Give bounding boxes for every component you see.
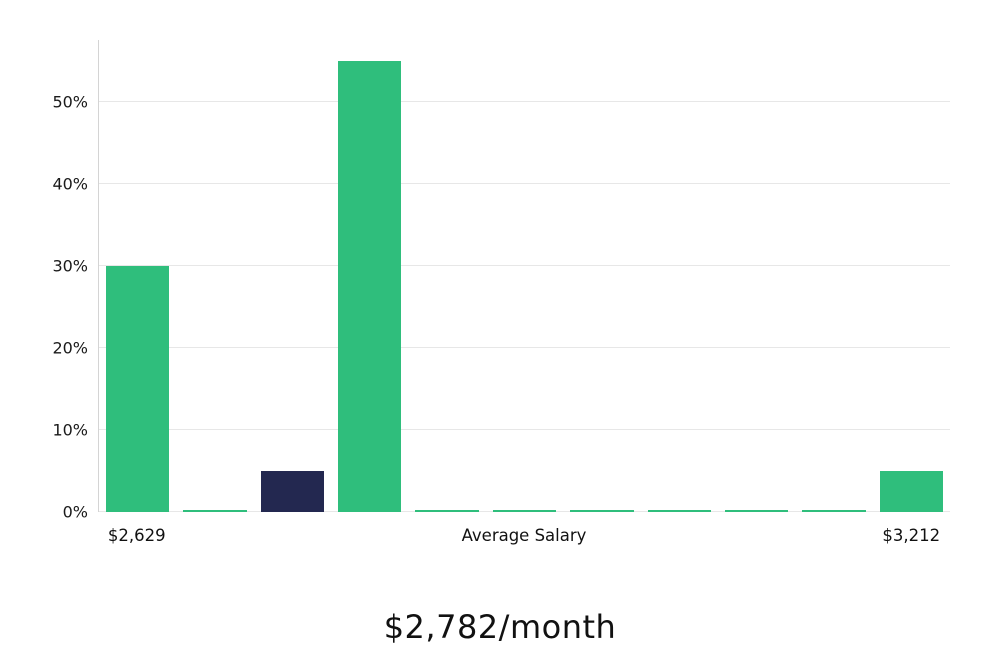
x-axis: $2,629 Average Salary $3,212: [98, 512, 950, 558]
bar: [724, 510, 789, 512]
bar: [492, 510, 557, 512]
salary-distribution-chart: 0% 10% 20% 30% 40% 50% $2,629 Average Salary …: [10, 40, 950, 558]
y-axis-tick-label: 0%: [62, 502, 88, 522]
bar: [338, 60, 402, 512]
x-axis-label-max: $3,212: [882, 526, 941, 545]
y-axis-tick-label: 50%: [52, 92, 88, 112]
bar: [879, 470, 944, 512]
bar: [647, 510, 711, 512]
bar: [183, 510, 247, 512]
bar: [105, 265, 170, 512]
y-axis-tick-label: 40%: [52, 174, 88, 194]
y-axis: 0% 10% 20% 30% 40% 50%: [10, 40, 98, 521]
gridline: [99, 182, 950, 184]
bar: [415, 510, 479, 512]
average-salary-text: $2,782/month: [383, 608, 617, 646]
y-axis-tick-label: 30%: [52, 256, 88, 276]
bar: [570, 510, 634, 512]
gridline: [99, 346, 950, 348]
y-axis-tick-label: 20%: [52, 338, 88, 358]
y-axis-tick-label: 10%: [52, 420, 88, 440]
bar: [802, 510, 866, 512]
gridline: [99, 100, 950, 102]
x-axis-label-title: Average Salary: [461, 526, 587, 545]
x-axis-label-min: $2,629: [107, 526, 166, 545]
gridline: [99, 428, 950, 430]
plot-area: [98, 40, 950, 512]
gridline: [99, 264, 950, 266]
highlighted-bar: [260, 470, 325, 512]
